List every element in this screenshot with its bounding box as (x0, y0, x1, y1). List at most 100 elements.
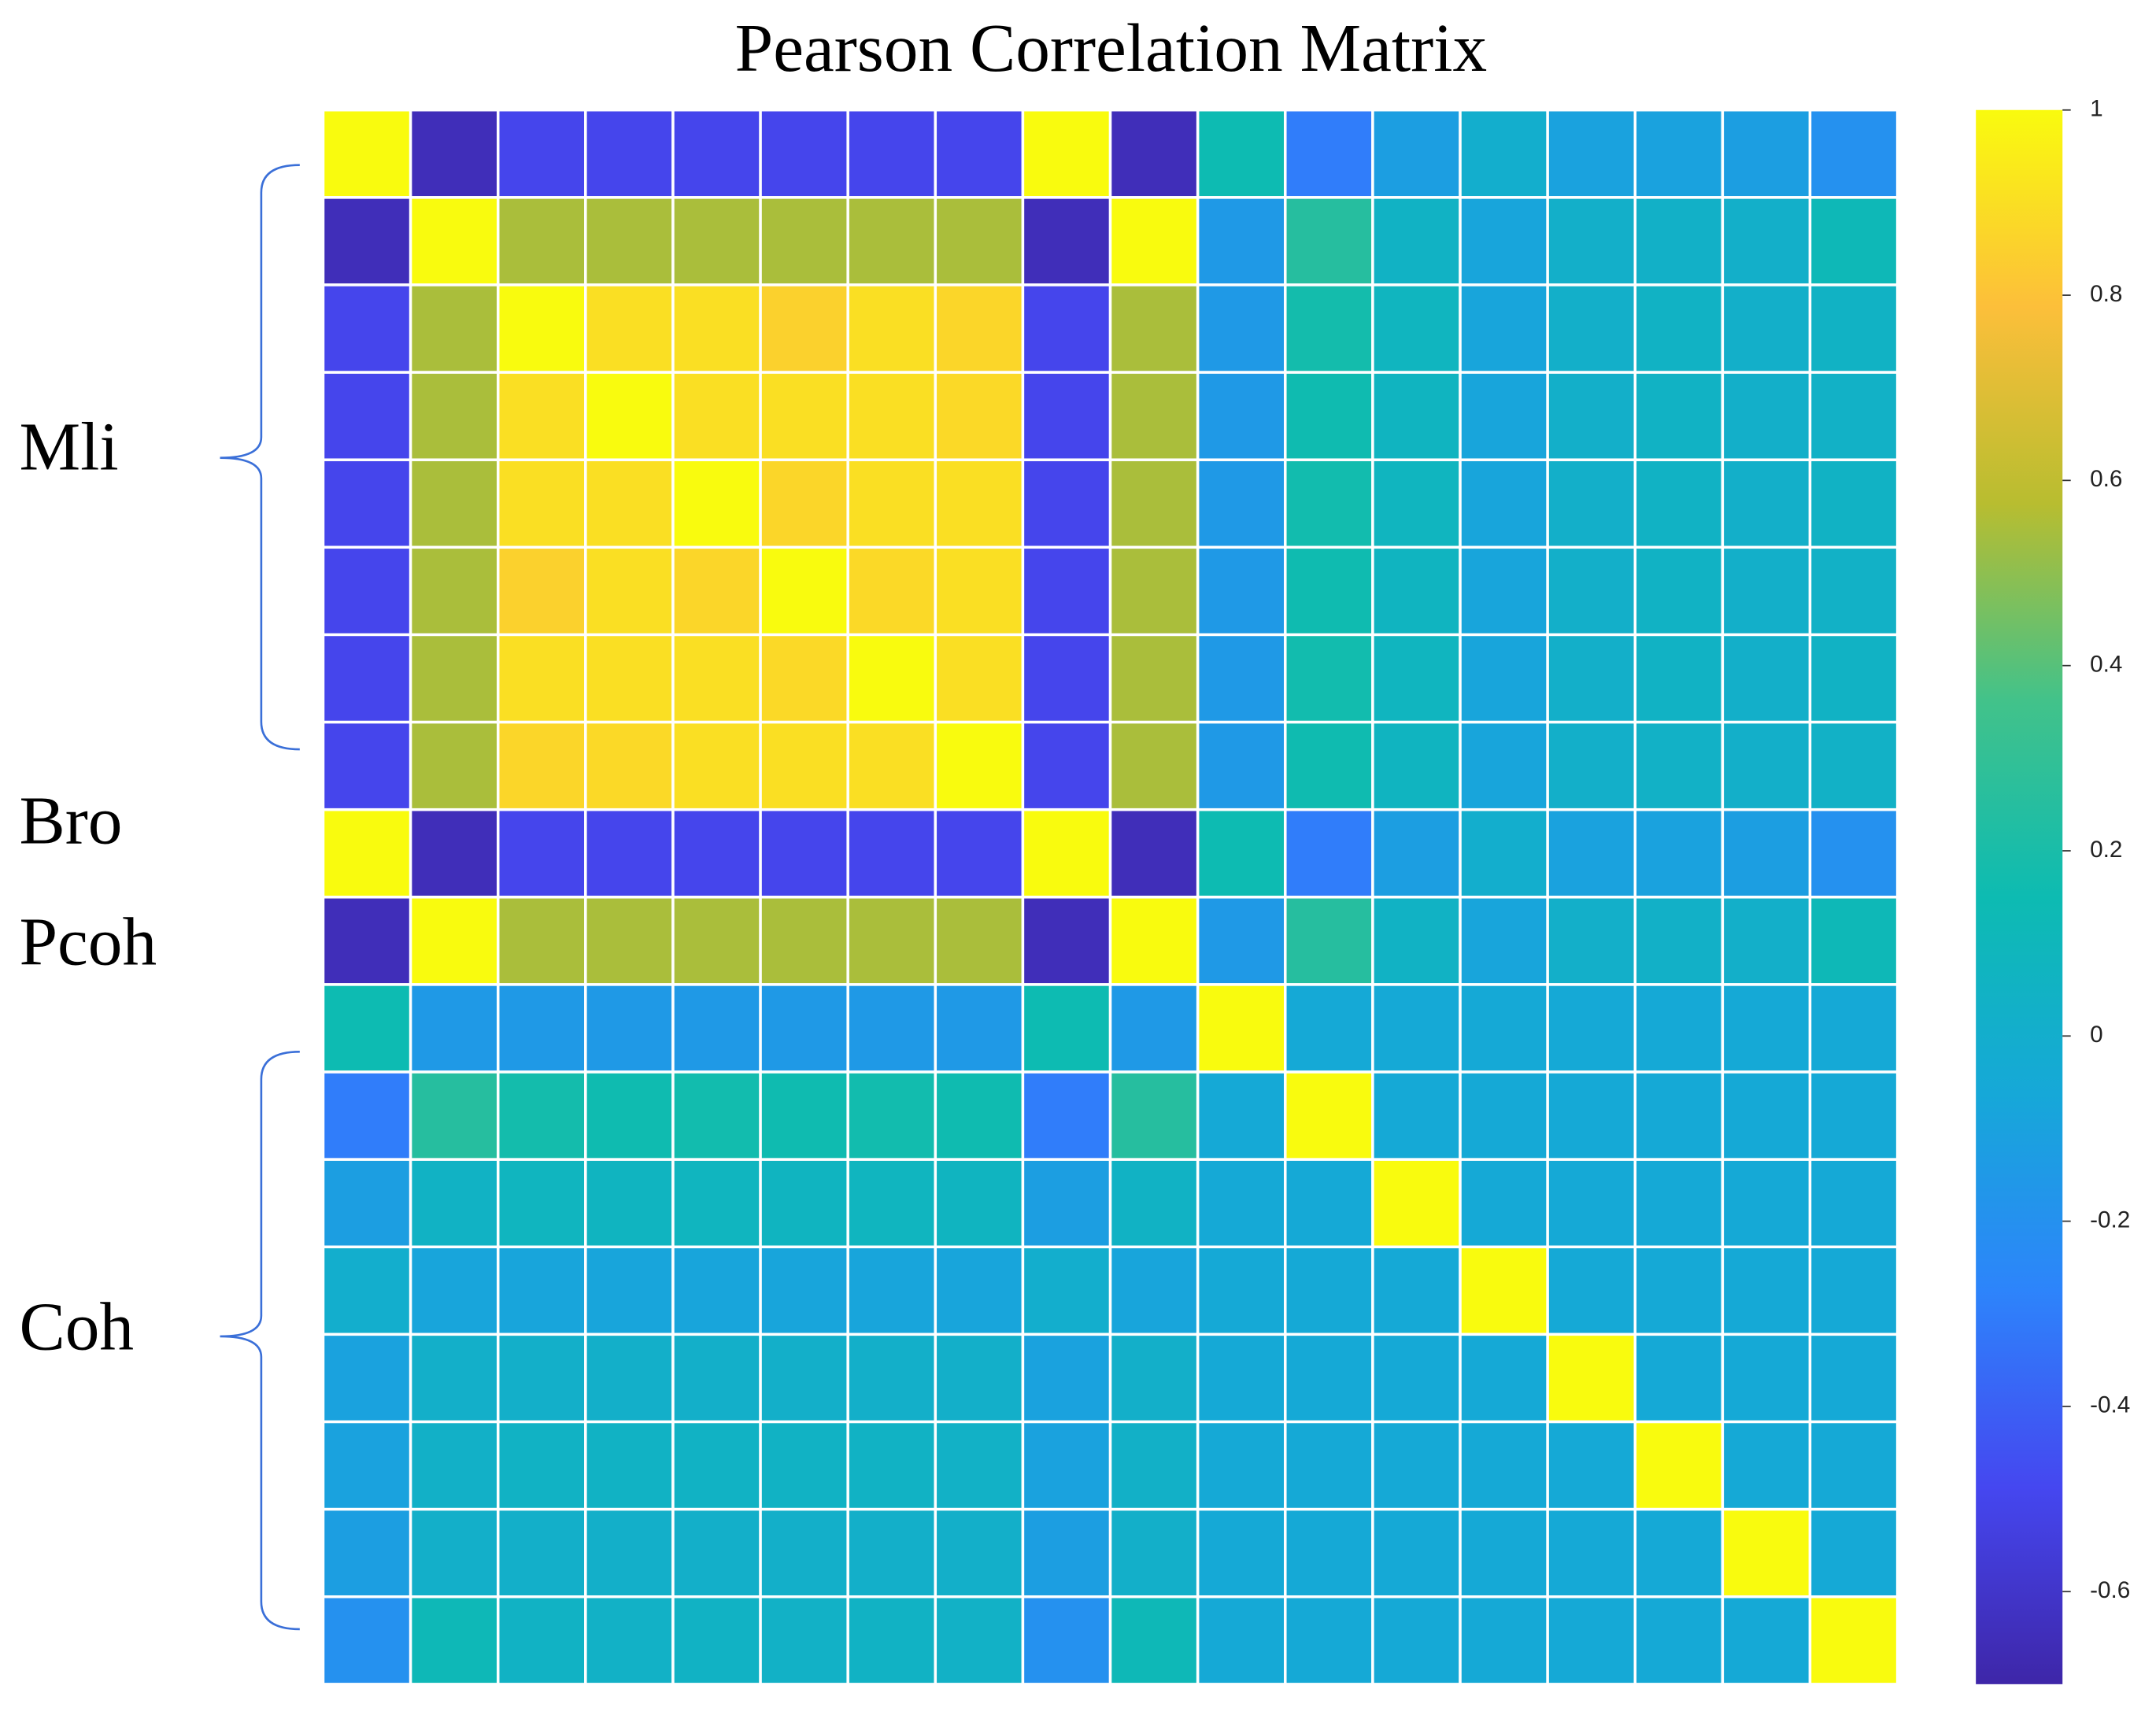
heatmap-cell (1808, 458, 1899, 549)
heatmap-cell (846, 983, 937, 1074)
heatmap-cell (1108, 1070, 1200, 1161)
heatmap-cell (1371, 1245, 1462, 1336)
heatmap-cell (496, 1332, 587, 1424)
heatmap-cell (671, 1507, 762, 1599)
heatmap-cell (1284, 808, 1374, 899)
colorbar-tick-label: 0.4 (2090, 652, 2122, 678)
heatmap-cell (409, 1158, 500, 1249)
heatmap-cell (1808, 896, 1899, 986)
heatmap-cell (409, 896, 500, 986)
heatmap-cell (496, 983, 587, 1074)
heatmap-cell (1633, 983, 1725, 1074)
heatmap-cell (1021, 1332, 1112, 1424)
heatmap-cell (1371, 1070, 1462, 1161)
heatmap-cell (496, 545, 587, 637)
heatmap-cell (1633, 283, 1725, 374)
heatmap-cell (1808, 545, 1899, 637)
heatmap-cell (1196, 896, 1287, 986)
heatmap-cell (1546, 1245, 1636, 1336)
heatmap-cell (1808, 1245, 1899, 1336)
heatmap-cell (1021, 1158, 1112, 1249)
heatmap-cell (759, 109, 849, 199)
heatmap-cell (1808, 720, 1899, 811)
heatmap-cell (496, 720, 587, 811)
row-group-label: Coh (19, 1288, 134, 1364)
heatmap-cell (759, 1332, 849, 1424)
heatmap-cell (934, 1158, 1025, 1249)
heatmap-cell (1284, 1332, 1374, 1424)
heatmap-cell (671, 1245, 762, 1336)
heatmap-cell (1284, 720, 1374, 811)
heatmap-cell (1196, 545, 1287, 637)
heatmap-cell (1633, 196, 1725, 286)
heatmap-cell (1721, 196, 1812, 286)
heatmap-cell (1284, 1245, 1374, 1336)
heatmap-cell (584, 545, 675, 637)
heatmap-cell (1021, 1070, 1112, 1161)
heatmap-cell (409, 109, 500, 199)
heatmap-cell (1021, 196, 1112, 286)
heatmap-cell (1459, 1332, 1549, 1424)
heatmap-cell (584, 371, 675, 461)
heatmap-cell (1371, 633, 1462, 724)
heatmap-cell (846, 1245, 937, 1336)
heatmap-cell (1633, 1507, 1725, 1599)
heatmap-cell (846, 1158, 937, 1249)
heatmap-cell (1459, 633, 1549, 724)
heatmap-cell (1021, 983, 1112, 1074)
heatmap-cell (584, 720, 675, 811)
colorbar-tick-label: -0.4 (2090, 1392, 2130, 1418)
heatmap-cell (759, 196, 849, 286)
heatmap-cell (321, 283, 412, 374)
heatmap-cell (1108, 371, 1200, 461)
heatmap-cell (1633, 371, 1725, 461)
heatmap-cell (934, 720, 1025, 811)
heatmap-cell (1808, 1507, 1899, 1599)
heatmap-cell (846, 1595, 937, 1686)
heatmap-cell (934, 808, 1025, 899)
heatmap-cell (671, 720, 762, 811)
heatmap-cell (409, 458, 500, 549)
heatmap-cell (409, 545, 500, 637)
heatmap-cell (409, 983, 500, 1074)
heatmap-cell (496, 1507, 587, 1599)
heatmap-cell (671, 808, 762, 899)
heatmap-cell (1459, 545, 1549, 637)
heatmap-cell (1808, 1070, 1899, 1161)
heatmap-cell (409, 808, 500, 899)
bracket (220, 164, 300, 751)
heatmap-cell (1721, 1507, 1812, 1599)
heatmap-cell (1196, 196, 1287, 286)
heatmap-cell (759, 1070, 849, 1161)
heatmap-cell (1108, 633, 1200, 724)
heatmap-cell (759, 1420, 849, 1511)
heatmap-cell (846, 283, 937, 374)
heatmap-cell (321, 896, 412, 986)
heatmap-cell (1021, 896, 1112, 986)
heatmap-cell (1108, 283, 1200, 374)
heatmap-cell (409, 371, 500, 461)
heatmap-cell (671, 633, 762, 724)
heatmap-cell (934, 896, 1025, 986)
heatmap-cell (1021, 1507, 1112, 1599)
heatmap-cell (1196, 983, 1287, 1074)
heatmap-cell (1196, 1332, 1287, 1424)
heatmap-cell (496, 1158, 587, 1249)
heatmap-cell (759, 371, 849, 461)
heatmap-cell (1284, 896, 1374, 986)
heatmap-cell (1371, 109, 1462, 199)
heatmap-cell (1459, 983, 1549, 1074)
heatmap-cell (584, 458, 675, 549)
heatmap-cell (321, 1158, 412, 1249)
heatmap-cell (846, 633, 937, 724)
heatmap-cell (1371, 283, 1462, 374)
heatmap-cell (1808, 1595, 1899, 1686)
heatmap-cell (1633, 109, 1725, 199)
heatmap-cell (671, 545, 762, 637)
heatmap-cell (1546, 720, 1636, 811)
heatmap-cell (1371, 1332, 1462, 1424)
heatmap-cell (1721, 983, 1812, 1074)
heatmap-cell (1808, 371, 1899, 461)
heatmap-cell (1721, 1420, 1812, 1511)
heatmap-cell (1633, 808, 1725, 899)
